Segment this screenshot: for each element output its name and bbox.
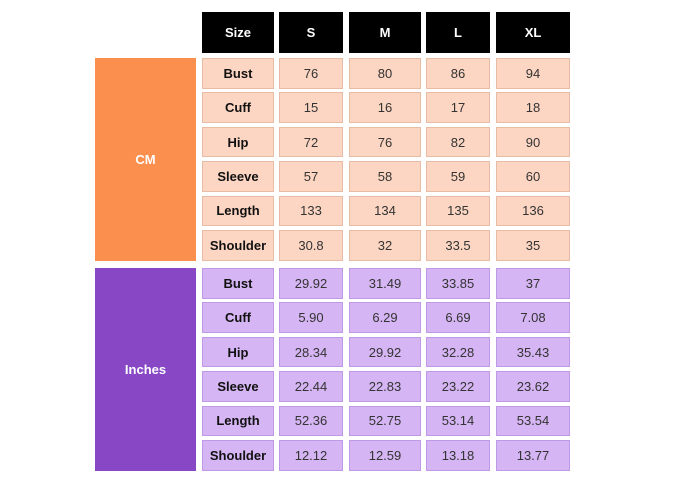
row-label-hip: Hip [202, 336, 274, 368]
table-cell: 52.36 [279, 405, 343, 437]
table-cell: 133 [279, 195, 343, 227]
table-cell: 58 [349, 161, 421, 192]
row-label-sleeve: Sleeve [202, 371, 274, 402]
table-cell: 15 [279, 92, 343, 123]
table-cell: 135 [426, 195, 490, 227]
table-cell: 18 [496, 92, 570, 123]
row-label-bust: Bust [202, 268, 274, 299]
table-cell: 37 [496, 268, 570, 299]
table-cell: 80 [349, 58, 421, 89]
table-cell: 29.92 [279, 268, 343, 299]
table-cell: 86 [426, 58, 490, 89]
header-l: L [426, 12, 490, 53]
table-cell: 29.92 [349, 336, 421, 368]
table-cell: 31.49 [349, 268, 421, 299]
row-label-bust: Bust [202, 58, 274, 89]
table-cell: 23.22 [426, 371, 490, 402]
table-cell: 6.29 [349, 302, 421, 333]
table-cell: 13.18 [426, 440, 490, 471]
row-label-shoulder: Shoulder [202, 230, 274, 261]
table-cell: 53.14 [426, 405, 490, 437]
row-label-shoulder: Shoulder [202, 440, 274, 471]
table-cell: 17 [426, 92, 490, 123]
table-cell: 76 [279, 58, 343, 89]
row-label-sleeve: Sleeve [202, 161, 274, 192]
table-cell: 53.54 [496, 405, 570, 437]
row-label-length: Length [202, 405, 274, 437]
table-cell: 13.77 [496, 440, 570, 471]
table-cell: 28.34 [279, 336, 343, 368]
table-cell: 23.62 [496, 371, 570, 402]
table-cell: 94 [496, 58, 570, 89]
table-cell: 59 [426, 161, 490, 192]
table-cell: 32.28 [426, 336, 490, 368]
table-cell: 12.12 [279, 440, 343, 471]
table-cell: 5.90 [279, 302, 343, 333]
table-cell: 72 [279, 126, 343, 158]
table-cell: 22.44 [279, 371, 343, 402]
table-cell: 134 [349, 195, 421, 227]
header-m: M [349, 12, 421, 53]
table-cell: 6.69 [426, 302, 490, 333]
table-cell: 52.75 [349, 405, 421, 437]
table-cell: 82 [426, 126, 490, 158]
table-cell: 35 [496, 230, 570, 261]
row-label-hip: Hip [202, 126, 274, 158]
table-cell: 136 [496, 195, 570, 227]
table-cell: 57 [279, 161, 343, 192]
table-cell: 32 [349, 230, 421, 261]
table-cell: 16 [349, 92, 421, 123]
table-cell: 12.59 [349, 440, 421, 471]
row-label-cuff: Cuff [202, 302, 274, 333]
table-cell: 90 [496, 126, 570, 158]
header-size: Size [202, 12, 274, 53]
table-cell: 30.8 [279, 230, 343, 261]
header-xl: XL [496, 12, 570, 53]
table-cell: 33.5 [426, 230, 490, 261]
row-label-cuff: Cuff [202, 92, 274, 123]
group-label-inches: Inches [95, 268, 196, 471]
group-label-cm: CM [95, 58, 196, 261]
table-cell: 7.08 [496, 302, 570, 333]
header-s: S [279, 12, 343, 53]
table-cell: 76 [349, 126, 421, 158]
table-cell: 22.83 [349, 371, 421, 402]
table-cell: 33.85 [426, 268, 490, 299]
row-label-length: Length [202, 195, 274, 227]
table-cell: 60 [496, 161, 570, 192]
table-cell: 35.43 [496, 336, 570, 368]
